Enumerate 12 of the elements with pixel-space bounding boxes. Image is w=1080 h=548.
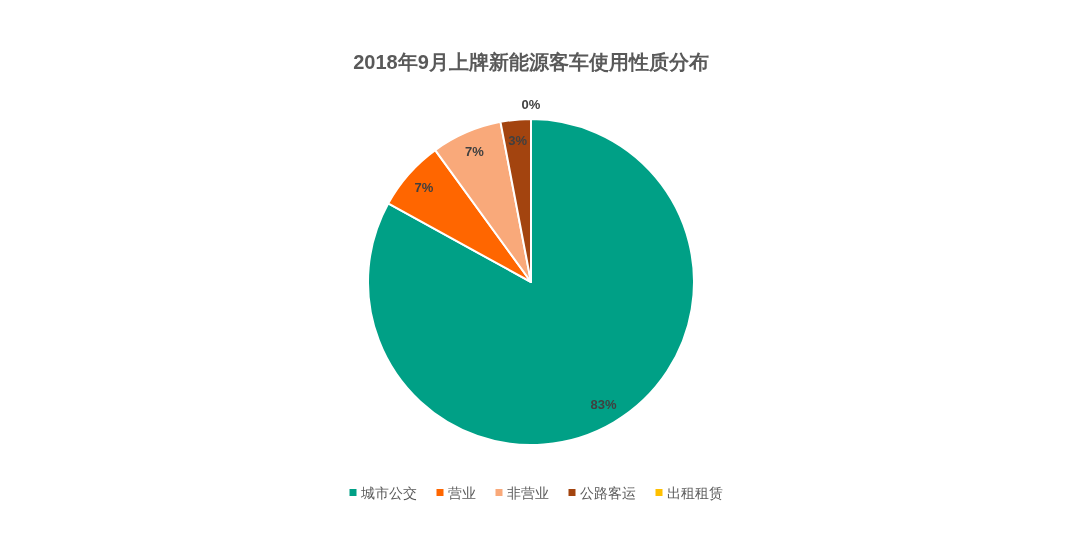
legend-label: 公路客运 <box>579 485 636 501</box>
text: 0% <box>521 96 541 112</box>
legend-label: 出租租赁 <box>666 485 723 501</box>
chart-title: 2018年9月上牌新能源客车使用性质分布 <box>353 51 709 73</box>
data-label: 3% <box>508 132 528 148</box>
pie-slice <box>367 118 695 446</box>
data-label: 7% <box>414 180 434 196</box>
data-label: 7% <box>464 143 485 159</box>
legend-label: 城市公交 <box>359 485 417 501</box>
legend-label: 营业 <box>447 485 476 501</box>
data-label: 83% <box>590 397 618 413</box>
legend-label: 非营业 <box>506 485 549 501</box>
